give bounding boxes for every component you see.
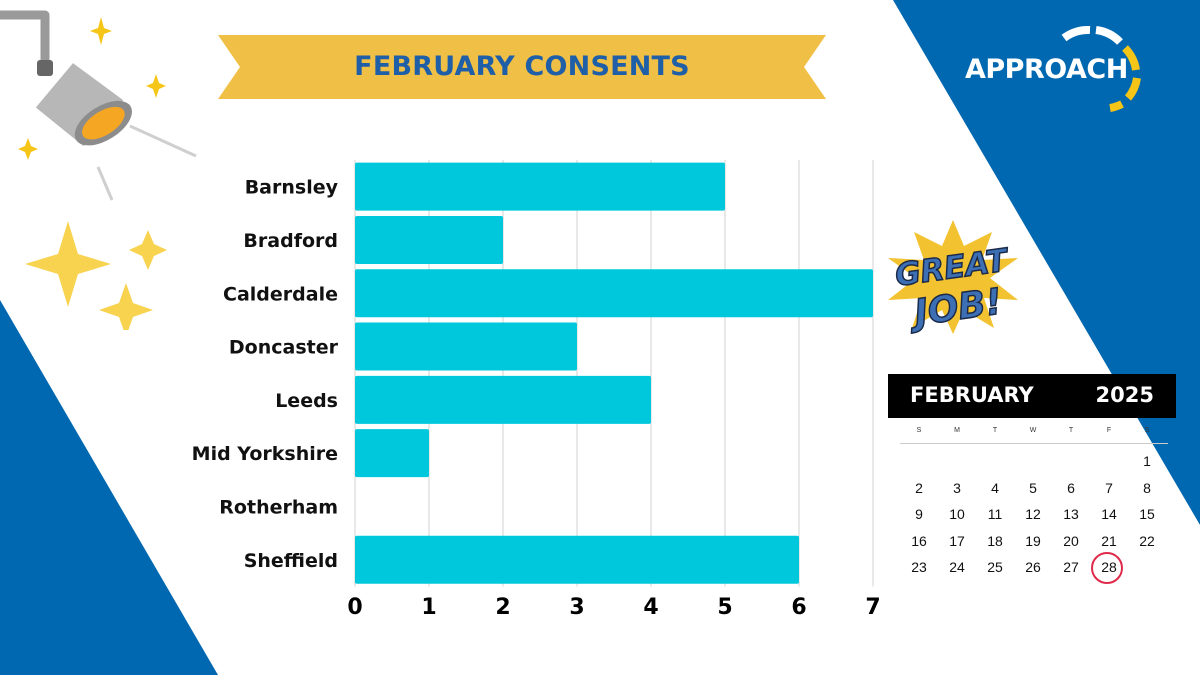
calendar-day: 4 (991, 479, 999, 496)
category-labels: Barnsley Bradford Calderdale Doncaster Leeds… (192, 177, 339, 572)
calendar-day: 9 (915, 506, 923, 522)
bar (355, 322, 577, 371)
category-label: Leeds (275, 390, 338, 412)
category-label: Doncaster (229, 337, 339, 359)
category-label: Bradford (243, 230, 338, 252)
x-tick-label: 6 (791, 595, 806, 620)
x-tick-label: 4 (643, 595, 658, 620)
category-label: Sheffield (244, 550, 338, 572)
calendar-weekday: W (1029, 427, 1037, 434)
calendar-day: 8 (1143, 479, 1151, 496)
calendar-weekday: S (916, 427, 922, 434)
calendar-weekday: M (954, 427, 960, 434)
calendar-day: 5 (1029, 479, 1037, 496)
category-label: Rotherham (219, 496, 338, 518)
calendar-day: 2 (915, 479, 923, 496)
calendar-weekday: T (1068, 427, 1074, 434)
calendar-day: 17 (949, 532, 965, 549)
calendar-day: 3 (953, 479, 961, 496)
calendar-day: 22 (1139, 532, 1155, 549)
calendar-day: 21 (1101, 532, 1117, 549)
calendar-day: 10 (949, 506, 965, 522)
category-label: Barnsley (245, 177, 339, 199)
calendar-weekday: T (992, 427, 998, 434)
calendar-weekday: F (1106, 427, 1112, 434)
x-tick-label: 3 (569, 595, 584, 620)
category-label: Mid Yorkshire (192, 443, 338, 465)
calendar-header: FEBRUARY 2025 (888, 374, 1176, 418)
calendar-day: 12 (1025, 506, 1041, 522)
calendar-day: 15 (1139, 506, 1155, 522)
calendar-day: 27 (1063, 559, 1079, 575)
bar (355, 215, 503, 264)
calendar-day: 20 (1063, 532, 1079, 549)
bar (355, 535, 799, 584)
calendar-day: 19 (1025, 532, 1041, 549)
bar (355, 375, 651, 424)
x-tick-label: 2 (495, 595, 510, 620)
calendar-weekday: S (1144, 427, 1150, 434)
calendar-day: 18 (987, 532, 1003, 549)
x-tick-labels: 0 1 2 3 4 5 6 7 (347, 595, 880, 620)
bar (355, 162, 725, 211)
great-job-badge: GREAT JOB! (888, 220, 1018, 336)
calendar-day: 26 (1025, 559, 1041, 575)
calendar-day: 25 (987, 559, 1003, 575)
calendar-month: FEBRUARY (910, 383, 1034, 407)
calendar-year: 2025 (1095, 383, 1154, 407)
x-tick-label: 1 (421, 595, 436, 620)
approach-logo (1061, 25, 1141, 112)
calendar-day: 1 (1143, 453, 1151, 469)
calendar-day: 6 (1067, 479, 1075, 496)
calendar-day: 13 (1063, 506, 1079, 522)
calendar-day: 11 (987, 506, 1003, 522)
bar (355, 429, 429, 478)
calendar-day: 24 (949, 559, 965, 575)
x-tick-label: 5 (717, 595, 732, 620)
category-label: Calderdale (223, 283, 338, 305)
background-shape-bottom-left (0, 300, 218, 675)
title-banner (218, 35, 826, 99)
bars (355, 162, 873, 584)
spotlight-icon (0, 10, 197, 330)
logo-text: APPROACH (965, 54, 1128, 85)
bar (355, 269, 873, 318)
calendar-day: 14 (1101, 506, 1117, 522)
calendar-day: 28 (1101, 559, 1117, 575)
calendar-divider (900, 443, 1168, 444)
calendar-day: 16 (911, 532, 927, 549)
calendar-day: 23 (911, 559, 927, 575)
x-tick-label: 0 (347, 595, 362, 620)
chart-title: FEBRUARY CONSENTS (354, 51, 690, 82)
x-tick-label: 7 (865, 595, 880, 620)
calendar-day: 7 (1105, 479, 1113, 496)
highlighted-day-circle (1091, 552, 1123, 584)
